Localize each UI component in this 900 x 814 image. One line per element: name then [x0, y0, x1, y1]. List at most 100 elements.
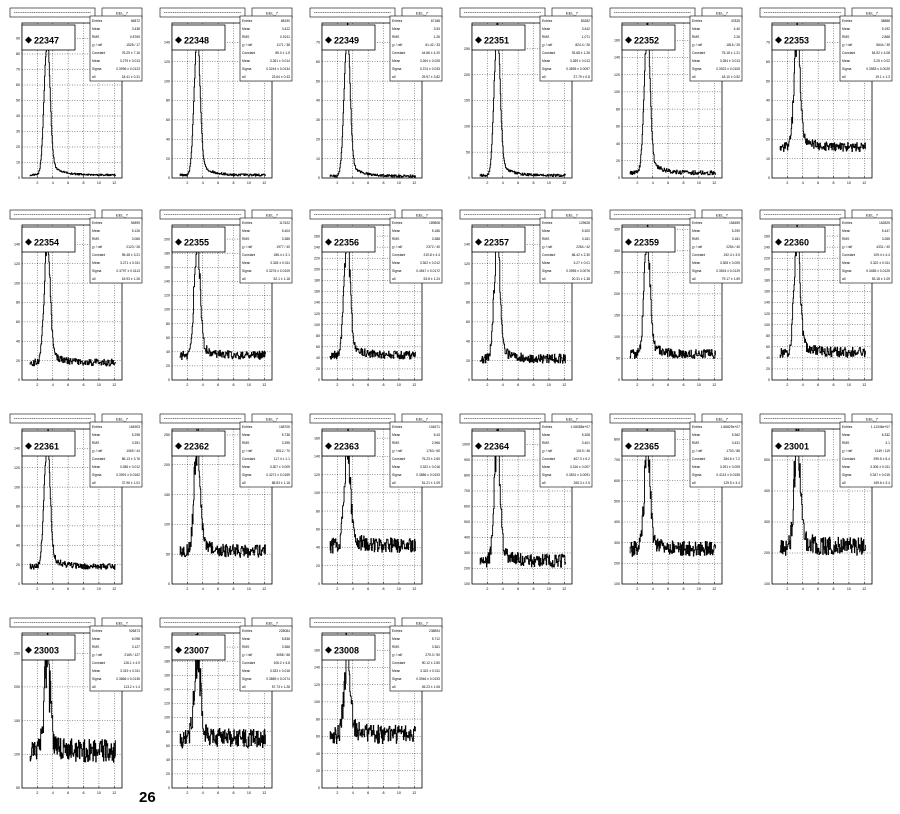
page-number: 26 [139, 789, 156, 806]
stats-value: 407.3 ± 6.2 [574, 457, 591, 461]
x-tick-label: 2 [486, 181, 488, 185]
stats-label: Sigma [692, 269, 702, 273]
y-tick-label: 60 [16, 320, 20, 324]
stats-value: 5.836 [282, 637, 290, 641]
y-tick-label: 100 [164, 523, 170, 527]
stats-label: χ² / ndf [842, 449, 852, 453]
y-tick-label: 70 [16, 68, 20, 72]
stats-value: 51.21 ± 1.09 [422, 481, 440, 485]
histogram-series [779, 224, 866, 358]
stats-label: Entries [842, 19, 853, 23]
y-tick-label: 120 [14, 262, 20, 266]
run-label-box [21, 226, 76, 253]
stats-label: Mean [392, 229, 400, 233]
x-tick-label: 2 [786, 181, 788, 185]
stats-label: Mean [92, 669, 100, 673]
run-label: 22362 [184, 442, 209, 452]
run-label-box [171, 430, 226, 457]
y-tick-label: 200 [614, 562, 620, 566]
y-tick-label: 60 [166, 336, 170, 340]
stats-value: 5.186 [432, 229, 440, 233]
y-tick-label: 50 [766, 79, 770, 83]
stats-label: Mean [92, 229, 100, 233]
y-tick-label: 300 [614, 249, 620, 253]
stats-label: Mean [242, 637, 250, 641]
y-tick-label: 700 [464, 489, 470, 493]
stats-label: Constant [692, 253, 705, 257]
y-tick-label: 20 [166, 364, 170, 368]
stats-box [839, 217, 893, 284]
diamond-marker-icon [475, 442, 482, 450]
y-tick-label: 40 [166, 350, 170, 354]
stats-label: Constant [542, 457, 555, 461]
x-tick-label: 6 [217, 383, 219, 387]
diamond-marker-icon [25, 36, 32, 44]
stats-label: Constant [242, 457, 255, 461]
stats-value: 5.308 [582, 433, 590, 437]
stats-value: 3.271 ± 0.011 [120, 261, 140, 265]
stats-value: 926873 [129, 629, 140, 633]
run-label: 22356 [334, 238, 359, 248]
histogram-name: EEL_7 [266, 11, 279, 16]
stats-value: 3.385 [282, 237, 290, 241]
stats-label: Sigma [542, 67, 552, 71]
stats-value: 2169 / 127 [124, 653, 140, 657]
stats-value: 3.401 [582, 441, 590, 445]
x-tick-label: 8 [533, 587, 535, 591]
x-tick-label: 4 [202, 791, 204, 795]
run-label-box [321, 226, 376, 253]
y-tick-label: 200 [164, 645, 170, 649]
histogram-panel: 2 4 6 8 10 12 100 200 300 400 500 600 700 800 22365 EEL… [609, 413, 745, 594]
stats-value: 5.192 [882, 27, 890, 31]
histogram-panel: 2 4 6 8 10 12 0 10 20 30 40 50 60 70 22349 EEL_7 Entries… [309, 7, 445, 188]
x-tick-label: 12 [862, 587, 866, 591]
histogram-name: EEL_7 [716, 213, 729, 218]
stats-label: Mean [392, 669, 400, 673]
histogram-name: EEL_7 [116, 621, 129, 626]
y-tick-label: 300 [614, 541, 620, 545]
stats-value: 3.265 [882, 237, 890, 241]
stats-value: 2123 / 26 [126, 245, 140, 249]
stats-label: Sigma [242, 677, 252, 681]
stats-label: Entries [542, 425, 553, 429]
y-tick-label: 50 [616, 357, 620, 361]
stats-value: 0.4271 ± 0.0159 [266, 473, 290, 477]
stats-value: 3.288 ± 0.012 [120, 465, 140, 469]
x-tick-label: 4 [652, 587, 654, 591]
histogram-panel: 2 4 6 8 10 12 0 10 20 30 40 50 60 70 22353 EEL_7 Entries… [759, 7, 895, 188]
x-tick-label: 12 [412, 587, 416, 591]
stats-value: 83282 [581, 19, 590, 23]
y-tick-label: 80 [316, 334, 320, 338]
stats-label: χ² / ndf [242, 43, 252, 47]
y-tick-label: 120 [314, 473, 320, 477]
stats-value: 20.31 ± 1.38 [572, 277, 590, 281]
x-tick-label: 8 [383, 587, 385, 591]
stats-label: a0 [392, 481, 396, 485]
y-tick-label: 20 [16, 563, 20, 567]
stats-label: Mean [242, 433, 250, 437]
y-tick-label: 100 [14, 753, 20, 757]
stats-label: RMS [692, 35, 700, 39]
y-tick-label: 600 [464, 505, 470, 509]
stats-label: χ² / ndf [392, 43, 402, 47]
x-tick-label: 8 [83, 791, 85, 795]
stats-value: 284.6 ± 7.2 [724, 457, 741, 461]
stats-label: Sigma [242, 269, 252, 273]
stats-label: RMS [242, 441, 250, 445]
x-tick-label: 6 [817, 383, 819, 387]
stats-value: 186.4 ± 3.1 [274, 253, 291, 257]
histogram-plot: 2 4 6 8 10 12 0 10 20 30 40 50 60 70 22353 EEL_7 Entries… [759, 7, 893, 185]
diamond-marker-icon [625, 442, 632, 450]
stats-value: 3.27 ± 0.01 [574, 261, 591, 265]
stats-value: 824.4 / 26 [575, 43, 590, 47]
stats-value: 3.279 ± 0.013 [120, 59, 140, 63]
y-tick-label: 30 [316, 118, 320, 122]
stats-box [239, 421, 293, 488]
y-tick-label: 140 [164, 280, 170, 284]
x-tick-label: 6 [67, 181, 69, 185]
stats-label: Mean [392, 59, 400, 63]
stats-label: a0 [92, 481, 96, 485]
x-tick-label: 6 [367, 791, 369, 795]
y-tick-label: 0 [468, 378, 470, 382]
stats-value: 6.332 [882, 433, 890, 437]
